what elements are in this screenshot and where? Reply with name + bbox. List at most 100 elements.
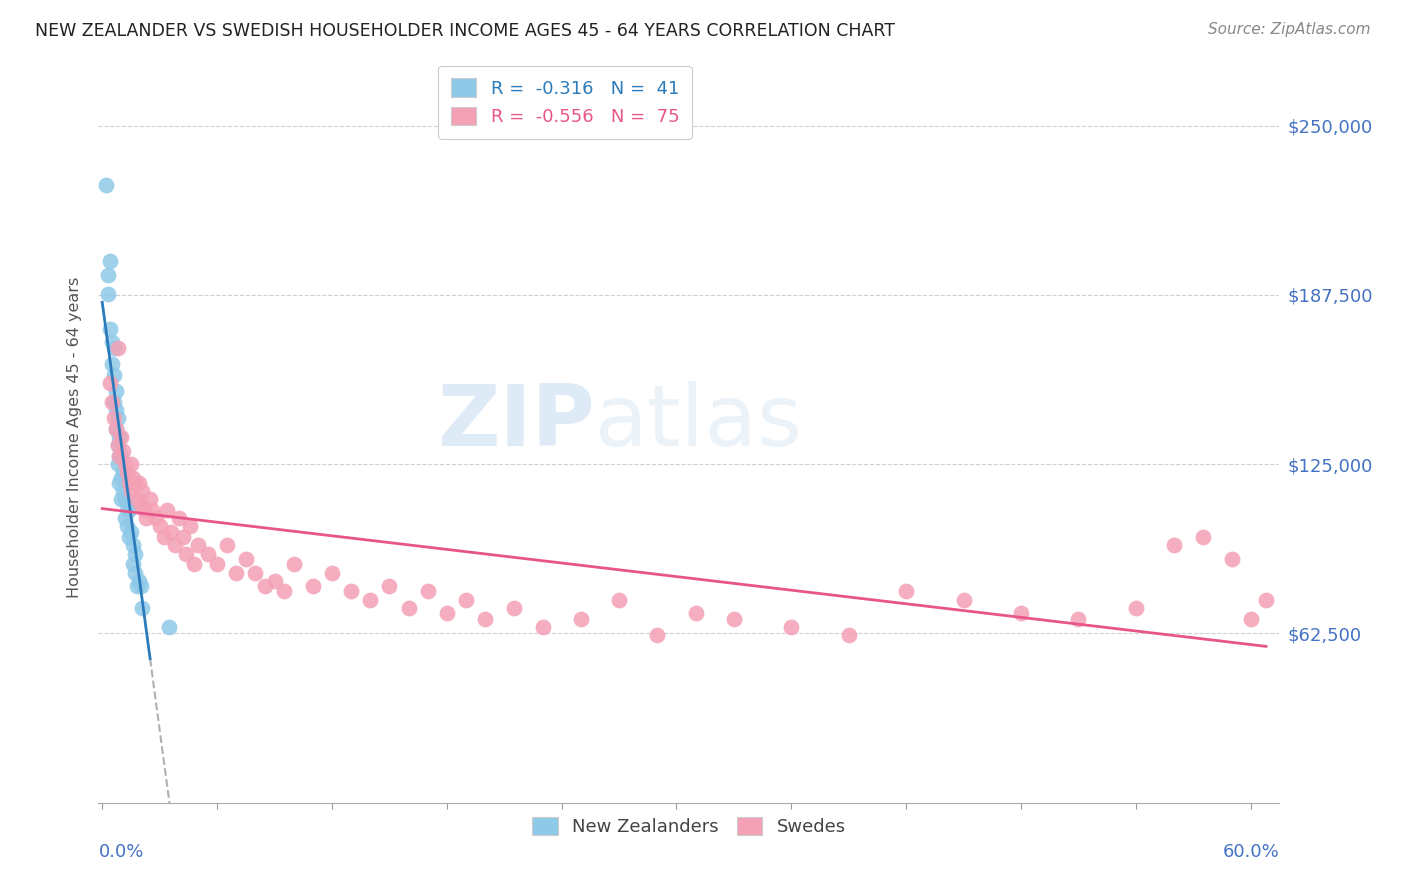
Point [108,476,131,491]
Point [179,519,201,533]
Point [97,286,120,301]
Point [107,438,129,452]
Point [108,430,131,444]
Point [107,411,129,425]
Point [301,579,323,593]
Point [378,579,401,593]
Point [131,600,153,615]
Point [103,368,125,382]
Point [128,574,150,588]
Point [838,628,860,642]
Point [139,492,162,507]
Point [94,178,117,193]
Point [172,530,194,544]
Point [115,498,138,512]
Point [780,620,803,634]
Point [607,592,630,607]
Point [283,558,305,572]
Point [129,498,152,512]
Point [176,547,198,561]
Point [112,484,135,499]
Point [502,600,524,615]
Point [103,411,125,425]
Point [474,611,496,625]
Point [340,584,363,599]
Point [225,566,247,580]
Point [129,579,152,593]
Point [141,503,163,517]
Point [101,395,124,409]
Point [321,566,343,580]
Point [114,511,136,525]
Point [114,457,136,471]
Point [98,376,121,390]
Point [118,503,141,517]
Point [1192,530,1215,544]
Point [108,449,131,463]
Point [112,465,135,479]
Point [124,566,146,580]
Point [110,471,132,485]
Point [454,592,477,607]
Point [125,492,148,507]
Point [112,443,135,458]
Point [124,547,146,561]
Point [167,511,190,525]
Point [124,476,146,491]
Text: 60.0%: 60.0% [1223,843,1279,861]
Point [104,422,127,436]
Point [98,322,121,336]
Point [110,492,132,507]
Point [115,465,138,479]
Point [531,620,554,634]
Point [122,471,145,485]
Point [122,558,145,572]
Point [145,511,167,525]
Point [118,476,141,491]
Point [436,606,458,620]
Point [114,492,136,507]
Point [114,476,136,491]
Y-axis label: Householder Income Ages 45 - 64 years: Householder Income Ages 45 - 64 years [67,277,83,598]
Point [107,341,129,355]
Point [952,592,974,607]
Point [122,538,145,552]
Text: ZIP: ZIP [437,381,595,464]
Point [1163,538,1185,552]
Point [103,341,125,355]
Point [128,476,150,491]
Point [647,628,669,642]
Point [131,484,153,499]
Point [104,384,127,398]
Point [1067,611,1090,625]
Point [134,503,156,517]
Point [187,538,209,552]
Text: Source: ZipAtlas.com: Source: ZipAtlas.com [1208,22,1371,37]
Point [235,552,257,566]
Point [160,524,183,539]
Point [149,519,172,533]
Point [157,620,180,634]
Point [101,357,124,371]
Point [156,503,179,517]
Point [135,511,157,525]
Point [120,457,142,471]
Text: atlas: atlas [595,381,803,464]
Point [104,422,127,436]
Point [685,606,707,620]
Text: 0.0%: 0.0% [98,843,143,861]
Point [273,584,295,599]
Point [723,611,745,625]
Point [104,403,127,417]
Point [125,579,148,593]
Point [359,592,381,607]
Point [398,600,420,615]
Point [101,335,124,350]
Point [197,547,219,561]
Point [110,430,132,444]
Point [98,254,121,268]
Point [215,538,238,552]
Point [1240,611,1263,625]
Point [1254,592,1277,607]
Point [183,558,205,572]
